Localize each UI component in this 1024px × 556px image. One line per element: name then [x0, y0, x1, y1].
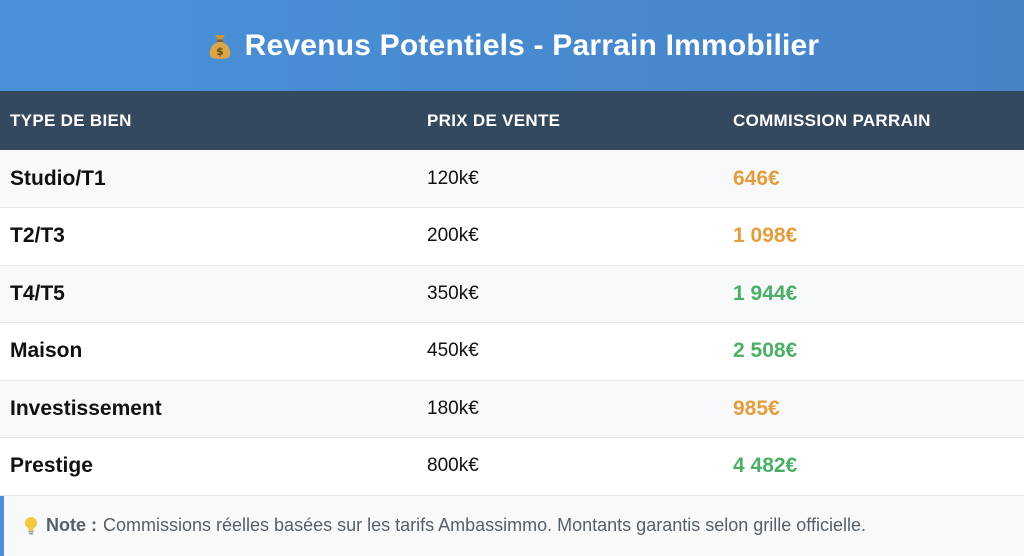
- cell-type: Investissement: [10, 396, 162, 420]
- cell-commission: 646€: [733, 166, 780, 190]
- cell-type: Prestige: [10, 454, 93, 478]
- table-row: Studio/T1 120k€ 646€: [0, 150, 1024, 208]
- cell-commission: 2 508€: [733, 339, 798, 363]
- header-commission: COMMISSION PARRAIN: [733, 110, 931, 130]
- note-label: Note :: [46, 515, 97, 535]
- svg-text:$: $: [216, 45, 224, 58]
- cell-commission: 4 482€: [733, 454, 798, 478]
- cell-type: Maison: [10, 339, 83, 363]
- cell-commission: 985€: [733, 396, 780, 420]
- header-type: TYPE DE BIEN: [10, 110, 132, 130]
- page-title: Revenus Potentiels - Parrain Immobilier: [244, 28, 820, 62]
- table-row: Maison 450k€ 2 508€: [0, 322, 1024, 380]
- cell-commission: 1 098€: [733, 224, 798, 248]
- table-row: T2/T3 200k€ 1 098€: [0, 207, 1024, 265]
- note-text: Commissions réelles basées sur les tarif…: [103, 515, 866, 535]
- table-row: Prestige 800k€ 4 482€: [0, 437, 1024, 495]
- table-row: T4/T5 350k€ 1 944€: [0, 265, 1024, 323]
- cell-type: Studio/T1: [10, 166, 106, 190]
- cell-price: 800k€: [427, 455, 479, 477]
- header-price: PRIX DE VENTE: [427, 110, 561, 130]
- page-header: $ Revenus Potentiels - Parrain Immobilie…: [0, 0, 1024, 91]
- table-row: Investissement 180k€ 985€: [0, 380, 1024, 438]
- cell-price: 120k€: [427, 167, 479, 189]
- revenue-table: TYPE DE BIEN PRIX DE VENTE COMMISSION PA…: [0, 91, 1024, 496]
- cell-price: 180k€: [427, 397, 479, 419]
- info-note: Note : Commissions réelles basées sur le…: [0, 495, 1024, 556]
- cell-type: T2/T3: [10, 224, 65, 248]
- cell-price: 450k€: [427, 340, 479, 362]
- cell-commission: 1 944€: [733, 281, 798, 305]
- lightbulb-icon: [24, 516, 38, 536]
- cell-price: 200k€: [427, 225, 479, 247]
- cell-type: T4/T5: [10, 281, 65, 305]
- table-header-row: TYPE DE BIEN PRIX DE VENTE COMMISSION PA…: [0, 91, 1024, 150]
- cell-price: 350k€: [427, 282, 479, 304]
- money-bag-icon: $: [205, 31, 235, 61]
